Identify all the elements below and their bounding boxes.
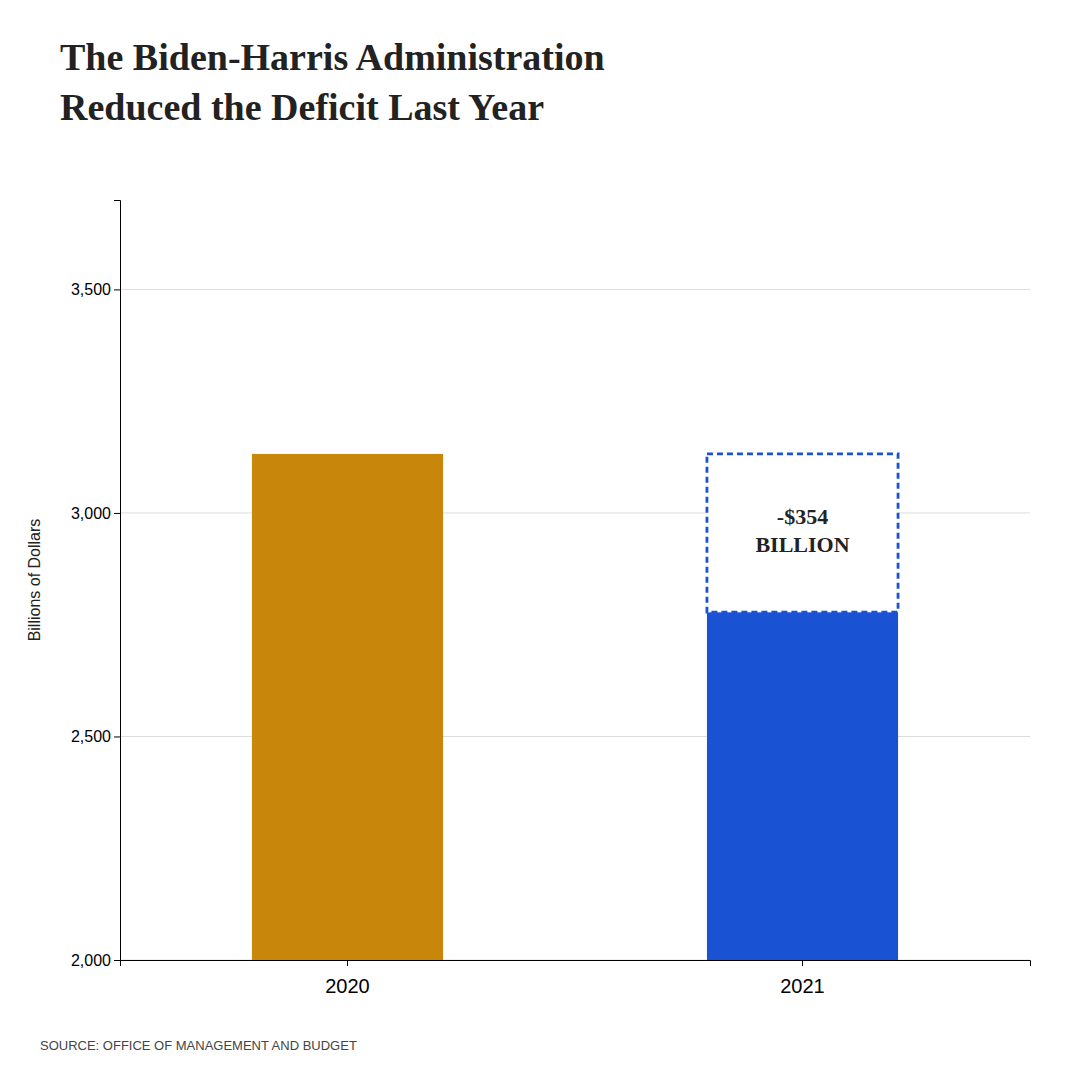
y-axis-title: Billions of Dollars xyxy=(26,519,43,642)
tick: 2,000 xyxy=(71,952,120,969)
chart: The Biden-Harris Administration Reduced t… xyxy=(0,0,1080,1080)
bar xyxy=(707,612,898,960)
x-axis: 2020 2021 xyxy=(121,960,1031,997)
tick: 2,500 xyxy=(71,728,120,745)
tick-label: 2021 xyxy=(780,975,825,997)
y-axis: 2,000 2,500 3,000 3,500 xyxy=(71,201,121,969)
grid xyxy=(120,289,1030,960)
tick-mark xyxy=(114,513,120,514)
plot: -$354 BILLION 2,000 2,500 3,000 3,500 2020 2021… xyxy=(26,201,1031,998)
reduction-box xyxy=(707,454,898,612)
tick-mark xyxy=(114,736,120,737)
source: SOURCE: OFFICE OF MANAGEMENT AND BUDGET xyxy=(40,1038,357,1053)
tick-label: 2,500 xyxy=(71,728,111,745)
tick-label: 3,500 xyxy=(71,281,111,298)
tick-mark xyxy=(802,960,803,966)
axis-line xyxy=(121,961,1031,967)
title-group: The Biden-Harris Administration Reduced t… xyxy=(60,36,605,128)
tick: 3,000 xyxy=(71,505,120,522)
grid-line xyxy=(120,289,1030,290)
title: The Biden-Harris Administration xyxy=(60,36,605,78)
bar xyxy=(252,454,443,960)
title: Reduced the Deficit Last Year xyxy=(60,86,544,128)
tick: 3,500 xyxy=(71,281,120,298)
tick-label: 2,000 xyxy=(71,952,111,969)
annotation-text: -$354 xyxy=(777,504,828,529)
marks xyxy=(252,454,898,960)
annotation: -$354 BILLION xyxy=(755,504,849,557)
tick-mark xyxy=(347,960,348,966)
axis-line xyxy=(114,201,121,961)
tick-label: 3,000 xyxy=(71,505,111,522)
annotation-text: BILLION xyxy=(755,532,849,557)
tick: 2021 xyxy=(780,960,825,997)
tick-mark xyxy=(114,289,120,290)
tick-mark xyxy=(114,960,120,961)
tick-label: 2020 xyxy=(325,975,370,997)
tick: 2020 xyxy=(325,960,370,997)
